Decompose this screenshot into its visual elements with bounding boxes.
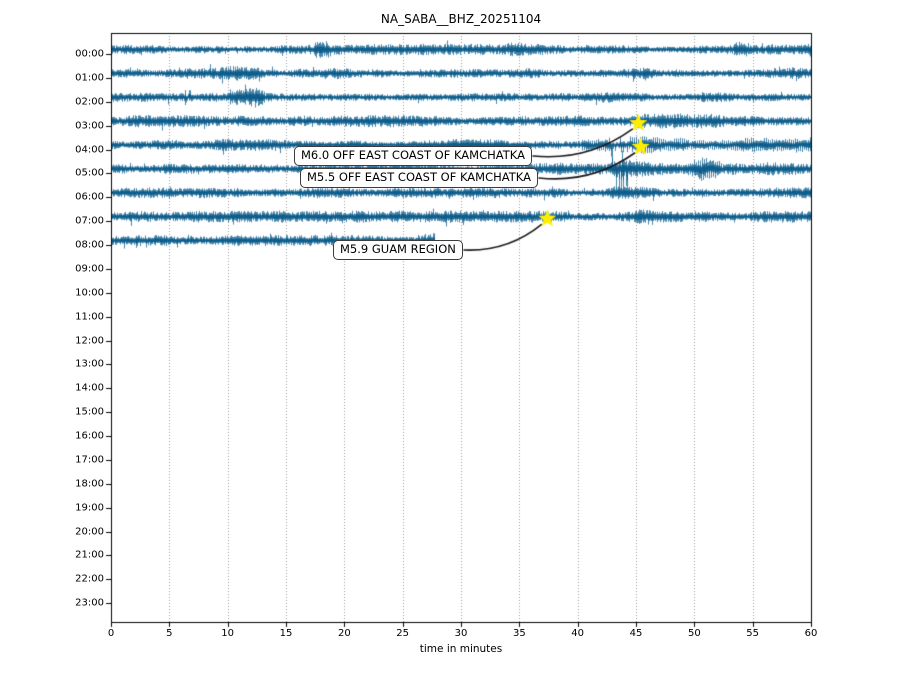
x-tick-label: 15 [279,628,293,639]
x-tick-label: 30 [454,628,468,639]
annotation-m5-9-guam: M5.9 GUAM REGION [333,240,463,260]
y-tick-label: 06:00 [75,191,104,203]
x-tick-label: 50 [687,628,701,639]
x-tick-label: 5 [166,628,173,639]
y-tick-label: 15:00 [75,406,104,418]
y-tick-label: 19:00 [75,502,104,514]
x-tick-label: 35 [512,628,526,639]
y-tick-label: 09:00 [75,263,104,275]
x-tick-label: 0 [107,628,115,639]
x-axis-label: time in minutes [419,643,503,655]
y-tick-label: 13:00 [75,358,104,370]
y-tick-label: 22:00 [75,573,104,585]
y-tick-label: 21:00 [75,549,104,561]
y-tick-label: 02:00 [75,96,104,108]
annotation-m6-0-kamchatka: M6.0 OFF EAST COAST OF KAMCHATKA [294,146,532,166]
x-tick-label: 25 [396,628,410,639]
y-tick-label: 23:00 [75,597,104,609]
x-tick-label: 10 [221,628,235,639]
x-tick-label: 40 [571,628,585,639]
y-tick-label: 12:00 [75,335,104,347]
annotation-m5-5-kamchatka: M5.5 OFF EAST COAST OF KAMCHATKA [300,168,538,188]
y-tick-label: 10:00 [75,287,104,299]
x-tick-label: 55 [746,628,760,639]
y-tick-label: 14:00 [75,382,104,394]
y-tick-label: 00:00 [75,48,104,60]
y-tick-label: 07:00 [75,215,104,227]
y-tick-label: 08:00 [75,239,104,251]
y-tick-label: 20:00 [75,526,104,538]
y-tick-label: 17:00 [75,454,104,466]
y-tick-label: 04:00 [75,144,104,156]
y-tick-label: 16:00 [75,430,104,442]
x-tick-label: 45 [629,628,643,639]
x-tick-label: 20 [337,628,351,639]
y-tick-label: 18:00 [75,478,104,490]
y-tick-label: 11:00 [75,311,104,323]
y-tick-label: 01:00 [75,72,104,84]
chart-title: NA_SABA__BHZ_20251104 [380,12,542,26]
y-tick-label: 05:00 [75,167,104,179]
x-tick-label: 60 [804,628,818,639]
y-tick-label: 03:00 [75,120,104,132]
